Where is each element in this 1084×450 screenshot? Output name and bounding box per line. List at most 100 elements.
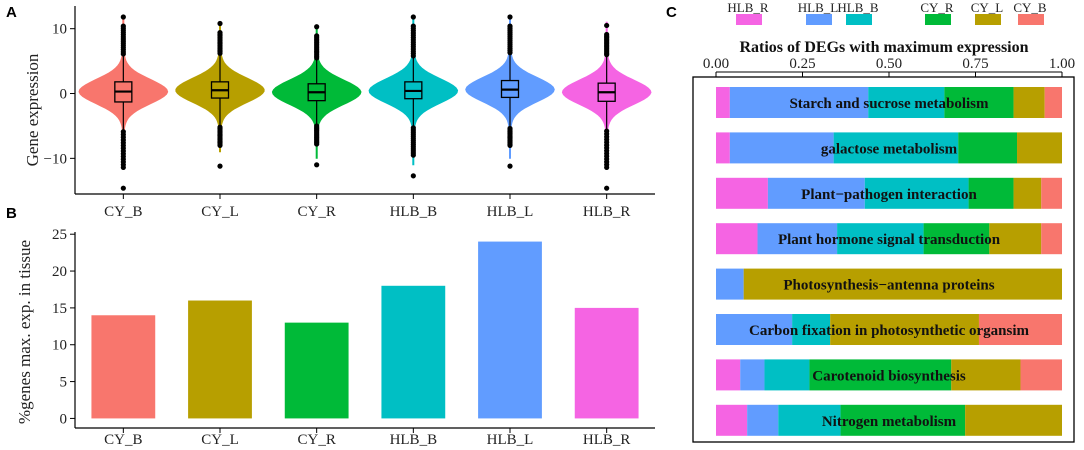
bar-hlb-l [478, 241, 542, 419]
outlier-point [217, 163, 223, 169]
segment-cy-b [1041, 177, 1062, 209]
outlier-point [314, 162, 320, 168]
segment-hlb-b [864, 177, 969, 209]
violin-hlb-r [561, 21, 652, 159]
panel-a-x-tick-label: HLB_L [487, 204, 534, 220]
segment-hlb-l [729, 132, 834, 164]
legend-swatch-hlb-l [806, 14, 832, 25]
panel-b-y-tick-label: 20 [52, 264, 67, 280]
segment-hlb-b [833, 132, 959, 164]
panel-b: B %genes max. exp. in tissue 0 5 10 15 20 25 C… [6, 205, 655, 448]
panel-c-legend: HLB_R HLB_L HLB_B CY_R CY_L CY_B [727, 0, 1047, 25]
panel-a-x-tick-label: HLB_B [390, 204, 438, 220]
bar-hlb-r [574, 307, 639, 419]
outlier-point [314, 24, 320, 30]
outlier-point [120, 164, 126, 171]
outlier-point [410, 152, 416, 158]
segment-cy-r [809, 359, 952, 391]
panel-b-y-tick-label: 5 [60, 375, 68, 391]
panel-b-letter: B [6, 205, 17, 222]
pathway-label: Plant−pathogen interaction [801, 187, 977, 203]
legend-label-hlb-b: HLB_B [837, 0, 879, 15]
outlier-point [507, 14, 513, 20]
panel-b-bars [91, 241, 639, 419]
segment-hlb-r [716, 132, 730, 164]
panel-b-x-tick-label: CY_B [104, 432, 142, 448]
outlier-point [410, 173, 416, 179]
panel-b-x-tick-label: CY_R [297, 432, 335, 448]
outlier-point [604, 185, 610, 191]
panel-a-violins [78, 14, 652, 191]
segment-cy-l [830, 314, 979, 345]
outlier-point [410, 23, 416, 29]
legend-swatch-hlb-b [846, 14, 872, 25]
panel-c: C HLB_R HLB_L HLB_B CY_R CY_L CY_B Ratios of … [666, 0, 1075, 443]
legend-label-hlb-r: HLB_R [727, 0, 769, 15]
panel-c-x-tick-label: 0.50 [876, 56, 902, 72]
pathway-label: Nitrogen metabolism [822, 414, 957, 430]
bar-cy-b [91, 315, 156, 419]
outlier-point [604, 31, 610, 38]
segment-hlb-r [716, 177, 768, 209]
segment-cy-l [965, 404, 1062, 436]
panel-a-y-tick-label: −10 [44, 151, 67, 167]
outlier-point [314, 33, 320, 39]
segment-hlb-l [747, 404, 779, 436]
legend-swatch-cy-l [975, 14, 1001, 25]
segment-cy-r [840, 404, 966, 436]
panel-a-x-tick-label: CY_R [297, 204, 335, 220]
segment-hlb-l [716, 268, 744, 300]
panel-c-x-tick-label: 0.25 [789, 56, 815, 72]
outlier-point [120, 23, 126, 29]
pathway-label: Carbon fixation in photosynthetic organs… [749, 323, 1030, 339]
panel-a-y-tick-label: 10 [52, 22, 67, 38]
segment-cy-r [923, 223, 990, 255]
segment-hlb-l [716, 314, 793, 345]
segment-cy-l [951, 359, 1021, 391]
pathway-label: galactose metabolism [821, 141, 958, 157]
panel-b-axes: 0 5 10 15 20 25 CY_B CY_L CY_R HLB_B HLB_L HLB_R [52, 227, 655, 448]
panel-b-y-tick-label: 10 [52, 338, 67, 354]
segment-cy-r [968, 177, 1014, 209]
panel-b-x-tick-label: HLB_R [583, 432, 631, 448]
panel-c-x-tick-label: 1.00 [1049, 56, 1075, 72]
segment-hlb-r [716, 359, 741, 391]
panel-c-title: Ratios of DEGs with maximum expression [739, 39, 1028, 56]
panel-a-axes: −10 0 10 CY_B CY_L CY_R HLB_B HLB_L HLB_R [44, 6, 655, 220]
outlier-point [604, 22, 610, 29]
panel-b-y-tick-label: 0 [60, 411, 68, 427]
segment-hlb-r [716, 87, 730, 118]
segment-cy-l [1013, 177, 1042, 209]
outlier-point [507, 23, 513, 29]
legend-label-cy-r: CY_R [920, 0, 954, 15]
outlier-point [410, 14, 416, 20]
segment-cy-b [1020, 359, 1062, 391]
segment-cy-r [944, 87, 1014, 118]
legend-swatch-cy-b [1018, 14, 1044, 25]
legend-label-cy-b: CY_B [1013, 0, 1047, 15]
panel-c-stacked-bars: Starch and sucrose metabolism galactose m… [716, 87, 1062, 436]
panel-b-x-tick-label: HLB_B [390, 432, 438, 448]
pathway-label: Starch and sucrose metabolism [789, 96, 989, 112]
segment-cy-l [989, 223, 1042, 255]
legend-label-cy-l: CY_L [971, 0, 1004, 15]
segment-cy-l [1013, 87, 1045, 118]
panel-b-y-tick-label: 25 [52, 227, 67, 243]
panel-b-x-tick-label: CY_L [201, 432, 239, 448]
pathway-label: Plant hormone signal transduction [778, 232, 1001, 248]
panel-c-letter: C [666, 4, 677, 21]
segment-hlb-l [767, 177, 865, 209]
outlier-point [120, 185, 126, 191]
segment-cy-l [743, 268, 1062, 300]
legend-label-hlb-l: HLB_L [798, 0, 839, 15]
outlier-point [507, 163, 513, 169]
segment-cy-l [1017, 132, 1062, 164]
pathway-label: Carotenoid biosynthesis [812, 368, 966, 384]
panel-a-x-tick-label: CY_B [104, 204, 142, 220]
outlier-point [604, 164, 610, 171]
segment-cy-r [958, 132, 1018, 164]
panel-a-y-tick-label: 0 [60, 87, 68, 103]
segment-cy-b [978, 314, 1062, 345]
legend-swatch-hlb-r [736, 14, 762, 25]
